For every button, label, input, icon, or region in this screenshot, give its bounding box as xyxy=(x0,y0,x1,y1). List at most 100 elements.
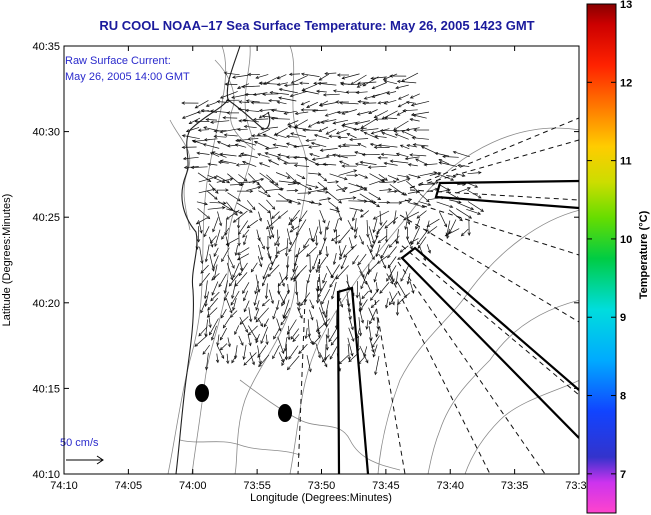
current-arrow xyxy=(262,115,278,119)
current-arrow xyxy=(263,133,277,141)
current-arrow-head xyxy=(181,115,186,119)
current-arrow xyxy=(355,120,370,125)
current-arrow-head xyxy=(371,94,376,98)
current-arrow xyxy=(253,118,269,121)
current-arrow-head xyxy=(391,301,395,306)
current-arrow xyxy=(396,153,409,158)
current-arrow xyxy=(251,102,270,104)
current-arrow xyxy=(359,270,368,285)
current-arrow xyxy=(397,109,408,116)
current-arrow-head xyxy=(240,342,244,346)
current-arrow-head xyxy=(390,280,394,285)
current-arrow xyxy=(229,273,240,287)
current-arrow-head xyxy=(264,146,269,151)
current-arrow xyxy=(306,184,319,189)
current-arrow-head xyxy=(427,230,431,234)
current-arrow xyxy=(377,235,388,244)
current-arrow-head xyxy=(323,357,328,361)
current-arrow-head xyxy=(328,134,332,138)
current-arrow-head xyxy=(196,239,201,243)
current-arrow-head xyxy=(229,314,234,318)
current-arrow xyxy=(397,190,407,196)
current-arrow-head xyxy=(330,342,335,346)
current-arrow-head xyxy=(384,177,388,181)
current-arrow-head xyxy=(359,128,364,133)
current-arrow-head xyxy=(338,200,342,204)
current-arrow-head xyxy=(406,281,410,285)
current-arrow-head xyxy=(360,208,364,212)
current-arrow-head xyxy=(459,217,463,222)
current-arrow-head xyxy=(308,269,313,274)
current-arrow xyxy=(231,354,237,363)
y-tick-label: 40:20 xyxy=(32,298,60,310)
current-arrow-head xyxy=(258,115,263,119)
current-arrow xyxy=(259,172,274,184)
current-arrow-head xyxy=(231,295,235,300)
current-arrow-head xyxy=(443,223,448,228)
current-arrow-head xyxy=(305,138,310,143)
current-arrow-head xyxy=(218,283,222,288)
current-arrow-head xyxy=(261,302,266,307)
current-arrow xyxy=(306,101,319,108)
current-arrow-head xyxy=(212,228,216,233)
current-arrow xyxy=(257,153,270,158)
current-arrow xyxy=(309,254,311,273)
current-arrow xyxy=(376,282,378,292)
current-arrow-head xyxy=(222,116,226,120)
current-arrow xyxy=(236,163,250,166)
current-arrow xyxy=(461,228,469,237)
current-arrow-head xyxy=(243,308,247,313)
current-arrow xyxy=(257,317,263,327)
current-arrow xyxy=(289,225,300,233)
current-arrow xyxy=(357,82,367,88)
current-arrow xyxy=(318,298,325,315)
current-arrow-head xyxy=(372,353,376,358)
current-arrow-head xyxy=(223,297,227,302)
current-arrow-head xyxy=(470,206,475,211)
current-arrow xyxy=(212,255,219,269)
current-arrow-head xyxy=(229,309,233,314)
current-arrow xyxy=(395,271,399,285)
current-arrow xyxy=(268,289,274,304)
current-arrow-head xyxy=(371,86,376,90)
current-arrow-head xyxy=(339,101,343,105)
current-arrow xyxy=(324,300,330,318)
current-arrow-head xyxy=(261,114,266,118)
current-arrow xyxy=(275,172,291,179)
current-arrow xyxy=(239,262,248,276)
current-arrow xyxy=(353,127,367,131)
current-arrow-head xyxy=(243,297,247,302)
current-arrow xyxy=(338,245,342,257)
current-arrow-head xyxy=(276,100,281,104)
current-arrow xyxy=(389,292,398,305)
current-arrow xyxy=(396,281,407,298)
current-arrow-head xyxy=(190,165,195,170)
current-arrow-head xyxy=(225,188,229,192)
current-arrow xyxy=(323,163,337,166)
current-arrow-head xyxy=(271,206,276,210)
current-arrow-head xyxy=(316,89,320,93)
current-arrow-head xyxy=(332,261,337,266)
current-arrow xyxy=(325,110,340,117)
current-arrow xyxy=(361,290,369,299)
current-arrow xyxy=(322,273,327,284)
current-arrow xyxy=(308,188,326,193)
current-arrow xyxy=(186,127,200,132)
current-arrow-head xyxy=(300,72,305,76)
current-arrow xyxy=(265,283,268,299)
current-arrow-head xyxy=(452,150,457,155)
current-arrow xyxy=(324,226,327,241)
current-arrow-head xyxy=(388,188,393,192)
current-arrow-head xyxy=(204,333,208,338)
current-arrow xyxy=(278,97,297,102)
current-arrow-head xyxy=(366,271,371,276)
current-arrow-head xyxy=(223,290,227,294)
current-arrow-head xyxy=(210,336,215,341)
current-arrow-head xyxy=(350,352,354,357)
colorbar-ticks: 7 8 9 10 11 12 13 xyxy=(587,0,632,481)
current-arrow-head xyxy=(322,219,326,224)
current-arrow xyxy=(368,226,375,244)
current-arrow-head xyxy=(308,187,313,191)
current-arrow xyxy=(294,127,310,131)
current-arrow-head xyxy=(270,226,274,231)
